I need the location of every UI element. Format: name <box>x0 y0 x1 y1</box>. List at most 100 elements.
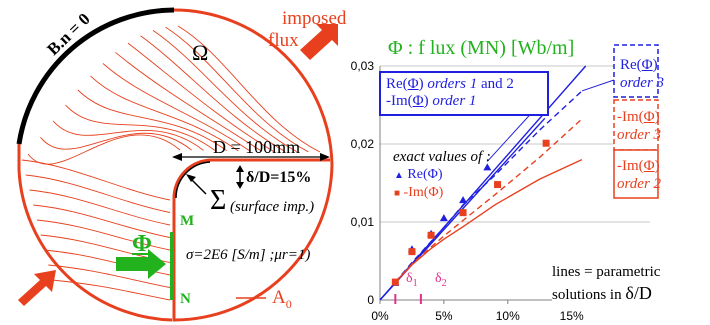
im2-phi: Φ <box>643 158 655 174</box>
delta1-label: δ1 <box>406 272 418 289</box>
chart-markers <box>391 139 550 286</box>
delta2-main: δ <box>435 271 442 286</box>
marker-re-exact <box>459 196 468 204</box>
field-line-upper <box>52 120 204 151</box>
field-line-upper <box>40 132 192 151</box>
lower-left-boundary <box>17 169 173 322</box>
sigma-eq-label: σ=2E6 [S/m] ;μr=1) <box>186 247 311 263</box>
lines-note-2: solutions in <box>552 286 622 303</box>
field-line-upper <box>127 42 274 152</box>
legend-re-a: Re( <box>386 76 408 92</box>
exact-im-text: -Im(Φ) <box>403 185 444 200</box>
d-label: D = 100mm <box>213 137 301 157</box>
legend-re-c: ) <box>418 76 428 92</box>
marker-re-exact <box>439 214 448 222</box>
im-order2-label: -Im(Φ) order 2 <box>617 157 661 193</box>
x-tick-label: 0% <box>371 309 389 323</box>
exact-re-marker: ▲ <box>394 170 404 181</box>
y-tick-label: 0,02 <box>351 137 375 151</box>
d-arrow-right <box>320 153 330 161</box>
delta-arrow-up <box>236 165 244 172</box>
legend-im-phi: Φ <box>412 93 424 110</box>
sigma-symbol: Σ <box>210 185 227 216</box>
field-line-upper <box>90 75 239 152</box>
imposed-flux-line2: flux <box>268 29 299 51</box>
field-line-upper <box>115 52 262 152</box>
surface-boundary <box>175 161 211 199</box>
legend-re-e: and 2 <box>477 76 514 92</box>
geometry-diagram <box>16 7 338 322</box>
field-line-upper <box>27 134 181 165</box>
field-line-upper <box>65 104 216 151</box>
im3-a: -Im( <box>617 109 644 125</box>
re3-d: order 3 <box>620 75 665 91</box>
delta-arrow-down <box>236 182 244 189</box>
delta1-main: δ <box>406 271 413 286</box>
exact-im-marker: ■ <box>394 188 401 199</box>
flux-arrow <box>116 249 166 279</box>
im2-a: -Im( <box>617 158 644 174</box>
x-tick-label: 5% <box>435 309 453 323</box>
legend-re-phi: Φ <box>407 76 419 92</box>
field-line-lower <box>33 204 171 238</box>
im2-c: ) <box>654 158 660 174</box>
field-line-upper <box>77 89 227 152</box>
im2-d: order 2 <box>617 176 662 192</box>
outer-flux-boundary <box>172 8 334 322</box>
omega-label: Ω <box>192 40 209 65</box>
n-label: N <box>180 291 191 307</box>
delta2-sub: 2 <box>441 277 447 289</box>
delta2-label: δ2 <box>435 272 447 289</box>
phi-label: Φ <box>132 231 152 257</box>
series-line <box>394 118 583 283</box>
re3-c: ) <box>652 57 658 73</box>
marker-im-exact <box>391 278 399 286</box>
field-line-lower <box>21 159 171 201</box>
re3-a: Re( <box>620 57 642 73</box>
field-line-upper <box>177 25 321 153</box>
field-line-lower <box>48 264 171 288</box>
chart-ticks: 0% 5% 10% 15% 0 0,01 0,02 0,03 <box>351 59 584 323</box>
marker-re-exact <box>483 163 492 171</box>
delta-label-text: δ/D=15% <box>246 169 312 186</box>
field-line-lower <box>36 219 171 251</box>
d-arrow-left <box>172 153 182 161</box>
sigma-pointer-head <box>186 174 196 182</box>
series-line <box>394 90 583 283</box>
sigma-pointer <box>189 177 207 195</box>
lines-note-2-row: solutions in δ/D <box>552 282 660 305</box>
im-order2-line2: order 2 <box>617 175 661 193</box>
delta1-sub: 1 <box>412 277 418 289</box>
imposed-flux-line1: imposed <box>282 8 347 29</box>
exact-re-text: Re(Φ) <box>407 167 443 182</box>
field-line-upper <box>140 35 286 152</box>
lines-note: lines = parametric solutions in δ/D <box>552 263 661 305</box>
blue-legend: Re(Φ) orders 1 and 2 -Im(Φ) order 1 <box>382 74 518 113</box>
series-line <box>394 158 583 283</box>
im-order2-line1: -Im(Φ) <box>617 157 661 175</box>
surface-imp-label: (surface imp.) <box>230 199 315 215</box>
order3-pointer <box>581 79 615 92</box>
exact-values-header: exact values of : <box>393 149 491 165</box>
x-tick-label: 15% <box>560 309 584 323</box>
exact-re-label: ▲ Re(Φ) <box>394 168 443 182</box>
exact-im-label: ■ -Im(Φ) <box>394 186 443 200</box>
marker-im-exact <box>408 248 416 256</box>
field-line-upper <box>165 26 309 153</box>
marker-im-exact <box>427 231 435 239</box>
imposed-flux-label: imposed flux <box>268 8 346 52</box>
m-label: M <box>180 213 195 229</box>
field-line-lower <box>29 189 171 226</box>
lines-note-3: δ/D <box>625 282 652 303</box>
flux-arrow-top-right <box>300 24 338 60</box>
re3-phi: Φ <box>641 57 653 73</box>
x-tick-label: 10% <box>496 309 520 323</box>
marker-im-exact <box>542 139 550 147</box>
legend-re-d: orders 1 <box>427 76 478 92</box>
a0-main: A <box>272 287 286 308</box>
chart-grid <box>380 65 650 223</box>
conductor-boundary <box>172 158 330 310</box>
im3-phi: Φ <box>643 109 655 125</box>
flux-arrow-bottom-left <box>18 270 56 306</box>
y-tick-label: 0,01 <box>351 215 375 229</box>
